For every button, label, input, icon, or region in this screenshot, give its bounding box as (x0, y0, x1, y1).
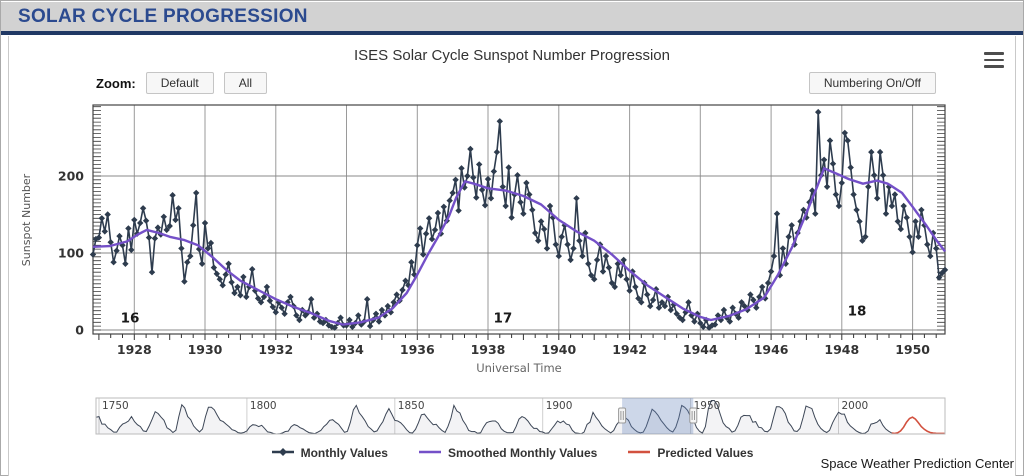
zoom-all-button[interactable]: All (223, 72, 268, 94)
x-tick-label: 1932 (258, 342, 293, 357)
navigator-handle-left[interactable] (618, 407, 627, 424)
monthly-values-marker-icon (271, 444, 295, 462)
x-tick-label: 1944 (683, 342, 718, 357)
x-axis-title: Universal Time (476, 361, 562, 375)
x-tick-label: 1930 (188, 342, 223, 357)
legend-item-monthly-values[interactable]: Monthly Values (271, 444, 388, 462)
chart-card (8, 36, 1016, 476)
y-axis-title: Sunspot Number (20, 173, 33, 266)
hamburger-icon[interactable] (984, 52, 1004, 68)
x-tick-label: 1928 (117, 342, 152, 357)
chart-legend: Monthly Values Smoothed Monthly Values P… (0, 444, 1024, 462)
chart-title: ISES Solar Cycle Sunspot Number Progress… (354, 47, 670, 64)
cycle-number-label: 17 (494, 310, 513, 326)
x-tick-label: 1940 (541, 342, 576, 357)
x-ticks (98, 334, 937, 340)
legend-item-smoothed-values[interactable]: Smoothed Monthly Values (418, 444, 597, 462)
cycle-number-label: 18 (848, 303, 867, 319)
x-tick-label: 1936 (400, 342, 435, 357)
navigator-observed-line (95, 400, 893, 435)
smoothed-values-marker-icon (418, 444, 442, 462)
y-tick-label: 0 (75, 323, 84, 338)
navigator-handle-right[interactable] (689, 407, 698, 424)
numbering-toggle-button[interactable]: Numbering On/Off (808, 72, 936, 94)
cycle-number-label: 16 (121, 310, 140, 326)
smoothed-values-line[interactable] (92, 167, 947, 326)
navigator-year-label: 1850 (398, 400, 425, 412)
x-tick-label: 1934 (329, 342, 364, 357)
navigator-selection[interactable] (622, 398, 694, 434)
monthly-values-line[interactable] (92, 112, 946, 329)
y-minor-ticks (93, 106, 945, 331)
navigator-predicted-line (891, 416, 945, 435)
header-rule (1, 31, 1023, 35)
y-tick-label: 100 (58, 246, 84, 261)
zoom-label: Zoom: (96, 75, 136, 91)
zoom-toolbar: Zoom: Default All (96, 72, 268, 94)
x-tick-label: 1938 (471, 342, 506, 357)
x-tick-label: 1950 (895, 342, 930, 357)
zoom-default-button[interactable]: Default (145, 72, 214, 94)
x-tick-label: 1946 (754, 342, 789, 357)
plot-border[interactable] (92, 104, 946, 335)
y-tick-label: 200 (58, 169, 84, 184)
navigator-canvas[interactable]: 1750 1800 1850 1900 1950 2000 (0, 390, 1024, 442)
legend-item-predicted-values[interactable]: Predicted Values (627, 444, 753, 462)
page-title: SOLAR CYCLE PROGRESSION (18, 6, 308, 27)
credit-text: Space Weather Prediction Center (820, 456, 1014, 471)
navigator-observed-area (96, 400, 892, 434)
predicted-values-marker-icon (627, 444, 651, 462)
navigator-year-label: 1800 (250, 400, 277, 412)
x-tick-label: 1948 (824, 342, 859, 357)
header-bar: SOLAR CYCLE PROGRESSION (1, 2, 1023, 31)
navigator-year-label: 1900 (546, 400, 573, 412)
navigator-year-label: 1750 (102, 400, 129, 412)
x-tick-label: 1942 (612, 342, 647, 357)
navigator-year-label: 2000 (842, 400, 869, 412)
navigator-border (95, 397, 946, 435)
navigator-year-label: 1950 (694, 400, 721, 412)
main-chart-canvas[interactable]: 16 17 18 1928 1930 1932 1934 1936 1938 1940 1942 19… (0, 95, 1024, 387)
